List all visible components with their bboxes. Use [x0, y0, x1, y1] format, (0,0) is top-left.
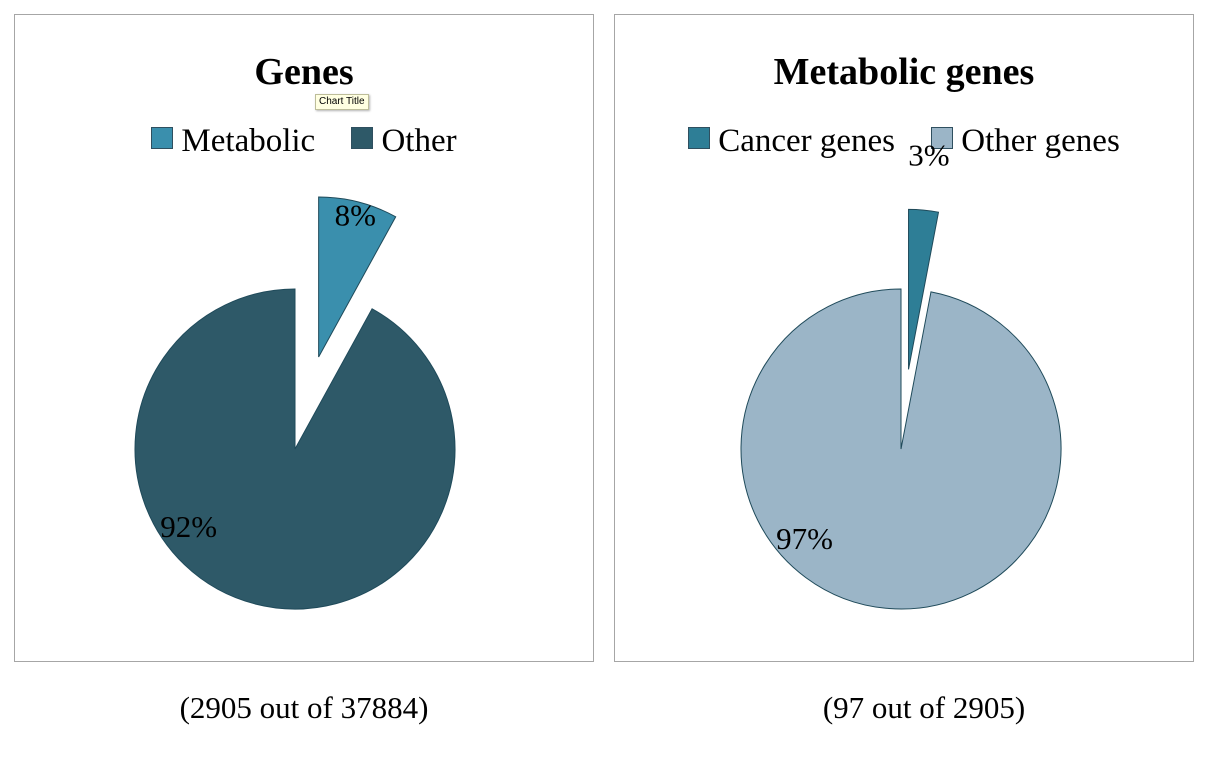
legend-label: Other genes — [961, 123, 1120, 159]
data-label: 8% — [335, 197, 376, 232]
pie-chart: 3% 97% — [740, 137, 1062, 610]
legend: Metabolic Other — [15, 121, 593, 161]
chart-title: Metabolic genes — [773, 51, 1035, 93]
legend: Cancer genes Other genes — [615, 121, 1193, 161]
chart-caption: (97 out of 2905) — [822, 690, 1026, 725]
legend-swatch — [151, 127, 174, 149]
chart-panel-genes[interactable]: Genes Metabolic Other 8% 92% Chart Title — [14, 14, 594, 662]
legend-item-other: Other — [351, 121, 457, 161]
data-label: 3% — [908, 137, 949, 172]
legend-item-other-genes: Other genes — [931, 121, 1120, 161]
legend-item-cancer-genes: Cancer genes — [688, 121, 895, 161]
data-label: 92% — [160, 509, 217, 544]
pie-slice-metabolic[interactable] — [318, 196, 397, 358]
pie-slice-cancer-genes[interactable] — [908, 208, 940, 370]
legend-swatch — [931, 127, 954, 149]
pie-slice-other-genes[interactable] — [740, 288, 1062, 610]
legend-item-metabolic: Metabolic — [151, 121, 315, 161]
chart-title: Genes — [254, 51, 354, 93]
chart-panel-metabolic-genes[interactable]: Metabolic genes Cancer genes Other genes… — [614, 14, 1194, 662]
pie-slice-other[interactable] — [134, 288, 456, 610]
legend-label: Cancer genes — [718, 123, 896, 159]
pie-chart: 8% 92% — [134, 196, 456, 610]
legend-label: Metabolic — [181, 123, 316, 159]
legend-swatch — [351, 127, 374, 149]
legend-swatch — [688, 127, 711, 149]
chart-caption: (2905 out of 37884) — [179, 690, 429, 725]
data-label: 97% — [776, 521, 833, 556]
tooltip: Chart Title — [315, 94, 369, 110]
legend-label: Other — [381, 123, 457, 159]
